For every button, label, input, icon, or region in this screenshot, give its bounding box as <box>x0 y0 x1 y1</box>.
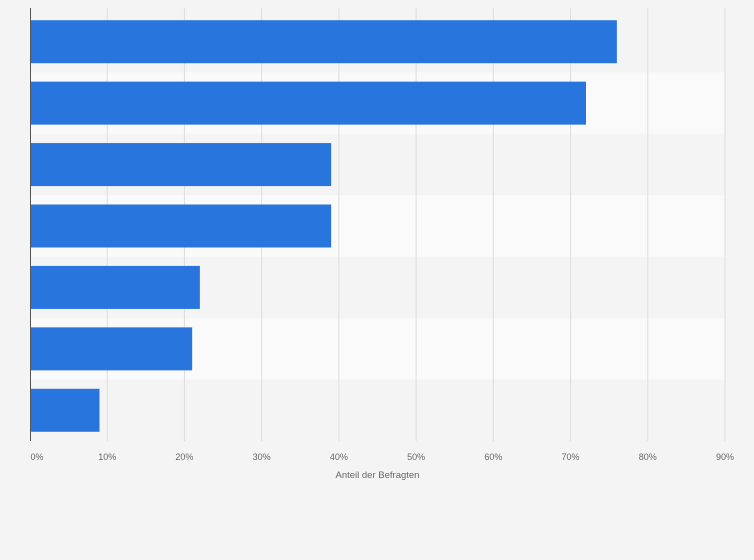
x-axis-title: Anteil der Befragten <box>336 470 420 481</box>
x-tick-label: 90% <box>716 452 734 462</box>
x-tick-label: 40% <box>330 452 348 462</box>
bar <box>30 20 617 64</box>
x-tick-label: 30% <box>253 452 271 462</box>
bar <box>30 143 332 187</box>
row-band <box>30 379 725 441</box>
bar <box>30 81 586 125</box>
x-tick-label: 10% <box>98 452 116 462</box>
bar <box>30 388 100 432</box>
bar-series <box>30 20 617 432</box>
x-tick-labels: 0% 10% 20% 30% 40% 50% 60% 70% 80% 90% <box>30 452 734 462</box>
x-tick-label: 50% <box>407 452 425 462</box>
x-tick-label: 70% <box>562 452 580 462</box>
bar <box>30 327 193 371</box>
bar <box>30 204 332 248</box>
x-tick-label: 60% <box>484 452 502 462</box>
x-tick-label: 0% <box>30 452 43 462</box>
x-tick-label: 80% <box>639 452 657 462</box>
x-tick-label: 20% <box>175 452 193 462</box>
bar <box>30 265 200 309</box>
